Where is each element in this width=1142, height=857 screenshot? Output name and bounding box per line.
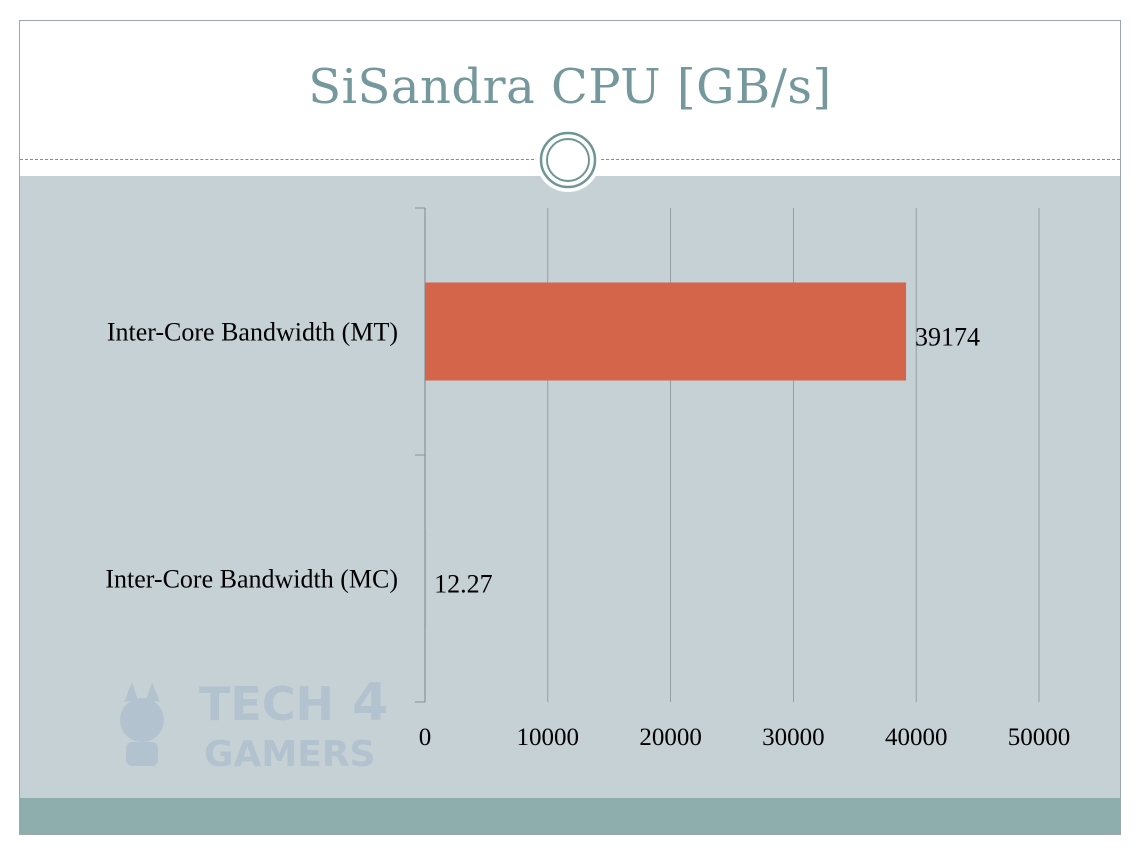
x-tick-label-0: 0 [419,724,432,751]
x-tick-label-10000: 10000 [517,724,580,751]
x-tick-label-40000: 40000 [885,724,948,751]
category-label-0: Inter-Core Bandwidth (MT) [107,318,398,347]
bar-0 [425,282,907,381]
slide-frame: SiSandra CPU [GB/s] [19,20,1121,835]
value-label-0: 39174 [915,323,980,352]
category-label-1: Inter-Core Bandwidth (MC) [105,565,398,594]
chart-title: SiSandra CPU [GB/s] [308,59,832,115]
tech4gamers-watermark: TECH 4 GAMERS [120,673,388,775]
watermark-tech: TECH [199,677,334,731]
circle-ornament-icon [536,128,600,192]
bar-layer [425,282,907,628]
footer-band [20,798,1120,834]
x-tick-label-30000: 30000 [762,724,825,751]
x-tick-label-20000: 20000 [639,724,702,751]
watermark-gamers: GAMERS [204,734,375,775]
watermark-digit: 4 [352,673,388,733]
x-tick-label-50000: 50000 [1008,724,1071,751]
bar-1 [425,529,426,628]
plot-background [20,176,1120,798]
value-label-1: 12.27 [434,570,493,599]
label-layer: 0 10000 20000 30000 40000 50000 Inter-Core Ban… [105,318,1070,752]
grid-layer [415,207,1040,703]
